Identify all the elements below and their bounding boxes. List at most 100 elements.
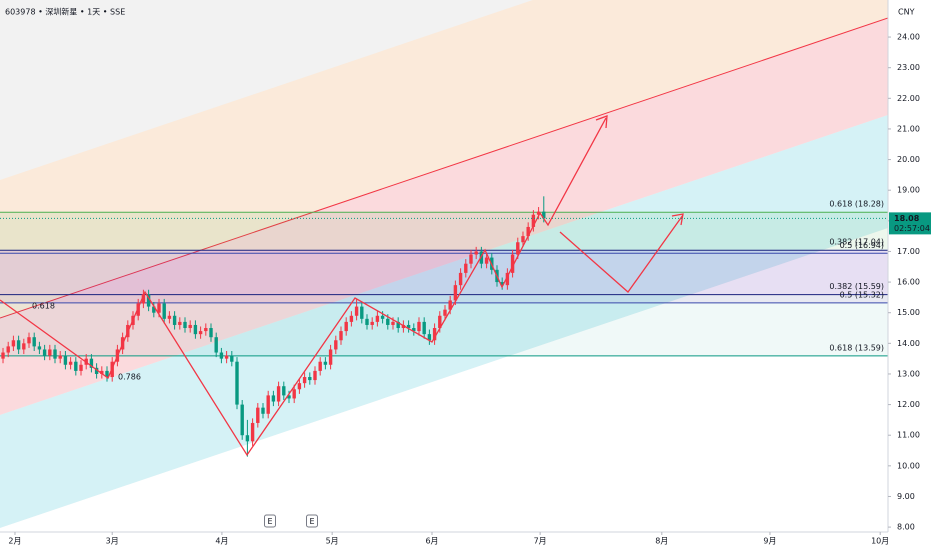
- candle-body: [94, 367, 99, 374]
- candle-body: [1, 352, 5, 359]
- fib-annotation: 0.786: [118, 373, 141, 382]
- candle-body: [427, 334, 432, 341]
- candle-body: [261, 407, 265, 414]
- candle-body: [453, 285, 458, 301]
- candle-body: [391, 321, 395, 325]
- candle-body: [417, 321, 421, 332]
- candle-body: [406, 324, 411, 329]
- y-tick-label: 21.00: [897, 124, 920, 133]
- candle-body: [380, 315, 385, 319]
- candle-body: [365, 318, 369, 325]
- candle-body: [297, 383, 302, 390]
- symbol-title: 603978 • 深圳新星 • 1天 • SSE: [5, 7, 125, 17]
- candle-body: [396, 321, 400, 329]
- candle-body: [6, 346, 10, 353]
- candle-body: [516, 242, 520, 255]
- candle-body: [448, 300, 452, 310]
- fib-fill: [0, 250, 888, 295]
- candle-body: [146, 294, 151, 307]
- candle-body: [313, 370, 317, 381]
- candle-body: [302, 377, 307, 384]
- fib-label: 0.618 (18.28): [829, 200, 884, 209]
- candle-body: [469, 254, 473, 264]
- candle-body: [79, 364, 83, 371]
- y-tick-label: 24.00: [897, 33, 920, 42]
- price-box: [889, 212, 931, 235]
- candle-body: [349, 315, 354, 322]
- candle-body: [245, 435, 250, 442]
- candle-body: [178, 321, 182, 325]
- drawings: [0, 115, 684, 457]
- y-tick-label: 10.00: [897, 461, 920, 470]
- candle-body: [386, 318, 390, 325]
- candle-body: [193, 324, 198, 335]
- candle-body: [344, 321, 348, 332]
- fib-annotation: 0.618: [32, 302, 55, 311]
- candle-body: [484, 257, 489, 264]
- candle-body: [526, 226, 530, 237]
- candle-body: [266, 395, 270, 414]
- candle-body: [375, 315, 380, 322]
- x-tick-label: 4月: [215, 537, 228, 546]
- candle-body: [443, 309, 447, 316]
- candle-body: [209, 328, 213, 338]
- candle-body: [224, 355, 229, 359]
- y-tick-label: 15.00: [897, 308, 920, 317]
- event-label: E: [267, 517, 272, 526]
- candle-body: [282, 386, 286, 396]
- candle-body: [157, 303, 161, 313]
- y-tick-label: 23.00: [897, 63, 920, 72]
- candle-body: [162, 303, 166, 319]
- x-tick-label: 2月: [8, 537, 21, 546]
- fib-fill: [0, 294, 888, 303]
- x-tick-label: 10月: [871, 537, 889, 546]
- candle-body: [100, 370, 104, 374]
- candle-body: [521, 236, 525, 243]
- candle-body: [16, 340, 21, 350]
- candle-body: [510, 254, 515, 273]
- x-tick-label: 5月: [326, 537, 339, 546]
- candle-body: [474, 251, 478, 255]
- fib-label: 0.5 (16.94): [840, 241, 884, 250]
- candle-body: [292, 389, 296, 399]
- y-tick-label: 19.00: [897, 186, 920, 195]
- y-tick-label: 9.00: [897, 492, 915, 501]
- fib-label: 0.382 (17.04): [829, 238, 884, 247]
- candle-body: [136, 303, 140, 316]
- candle-body: [458, 272, 463, 286]
- event-marker: [264, 514, 276, 528]
- candle-body: [63, 355, 68, 365]
- candle-body: [198, 331, 203, 335]
- candle-body: [287, 395, 291, 399]
- fib-layer: 0.618 (18.28) 0.382 (17.04)0.5 (16.94) 0.3…: [0, 200, 888, 382]
- candle-body: [152, 306, 156, 313]
- candle-body: [401, 324, 406, 329]
- candle-body: [27, 337, 31, 344]
- candle-body: [219, 352, 224, 359]
- candle-body: [500, 282, 504, 286]
- candle-body: [412, 328, 416, 332]
- candle-body: [68, 361, 73, 365]
- candle-body: [271, 395, 276, 402]
- candle-body: [214, 337, 218, 353]
- y-tick-label: 20.00: [897, 155, 920, 164]
- candle-body: [505, 272, 510, 286]
- candle-body: [360, 306, 364, 319]
- candle-body: [204, 328, 208, 332]
- candle-body: [339, 331, 343, 341]
- candle-body: [479, 251, 484, 264]
- y-tick-label: 22.00: [897, 94, 920, 103]
- candle-body: [432, 328, 437, 341]
- candle-body: [141, 294, 146, 304]
- candle-body: [74, 361, 78, 371]
- y-tick-label: 11.00: [897, 431, 920, 440]
- candle-body: [48, 349, 52, 356]
- candle-body: [42, 349, 47, 356]
- candle-body: [354, 306, 359, 316]
- candle-body: [183, 321, 187, 329]
- candle-body: [235, 361, 239, 405]
- y-tick-label: 16.00: [897, 278, 920, 287]
- candle-body: [318, 361, 322, 371]
- candle-body: [250, 422, 255, 442]
